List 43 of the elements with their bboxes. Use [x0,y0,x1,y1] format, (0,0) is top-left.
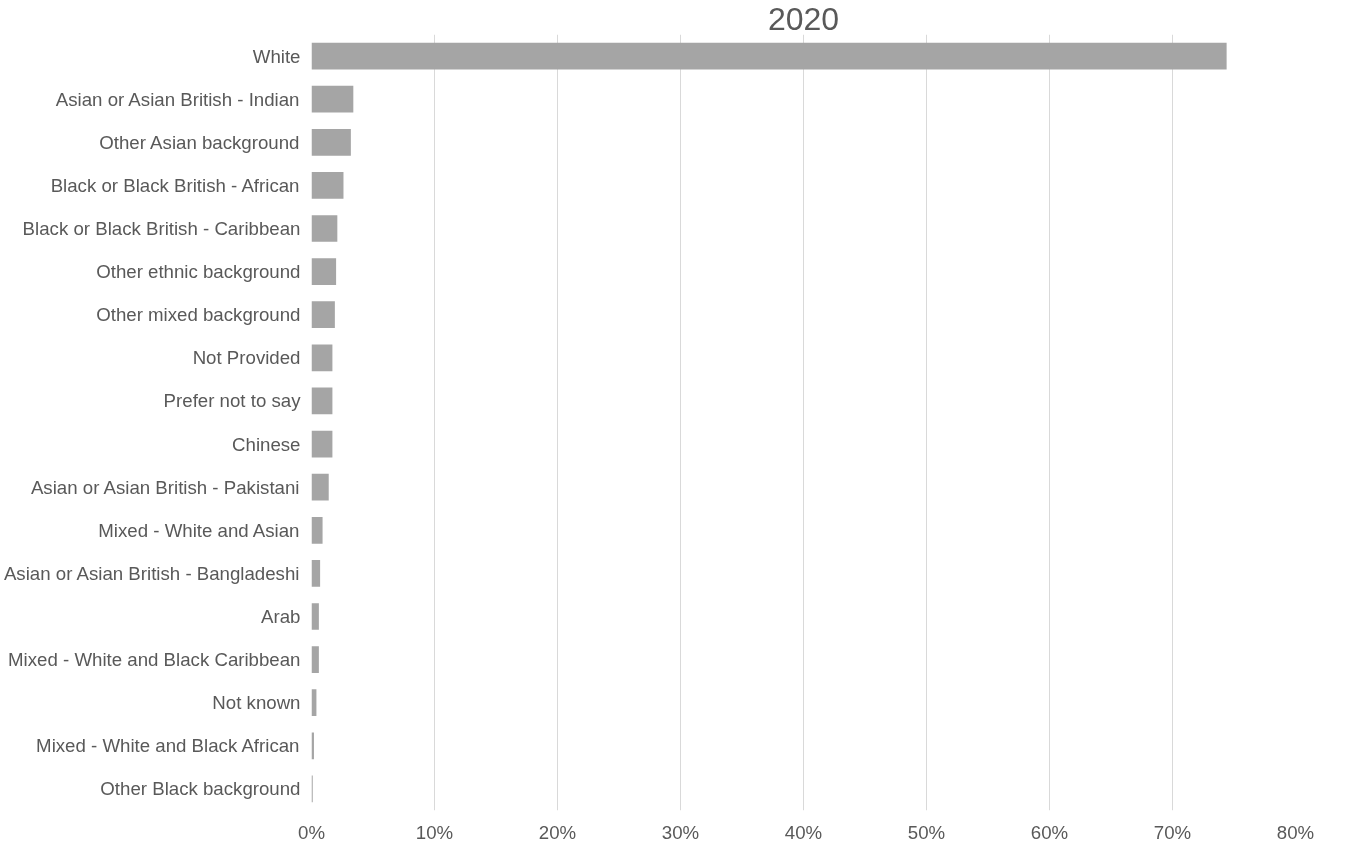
bar [311,85,354,113]
x-tick-label: 50% [907,821,946,843]
bar [311,128,351,156]
y-tick-label: Chinese [232,433,301,455]
y-tick-label: Asian or Asian British - Pakistani [30,476,300,498]
x-tick-label: 80% [1276,821,1315,843]
x-tick-label: 70% [1153,821,1192,843]
y-tick-label: Arab [261,606,301,627]
y-tick-label: Black or Black British - Caribbean [22,218,301,239]
bar [311,42,1227,70]
y-tick-label: Other Asian background [99,131,300,153]
y-tick-label: White [252,45,301,67]
y-tick-label: Not known [212,692,301,714]
bar [311,301,335,329]
bar [311,387,333,415]
x-tick-label: 0% [298,821,325,843]
bar [311,646,319,673]
bar [311,172,344,199]
bar [311,344,333,372]
y-tick-label: Black or Black British - African [50,174,300,196]
x-tick-label: 30% [661,821,700,843]
bar [311,473,329,501]
x-tick-label: 60% [1030,821,1069,843]
y-tick-label: Mixed - White and Black African [36,735,300,757]
y-tick-label: Asian or Asian British - Bangladeshi [3,562,300,584]
bar [311,215,338,242]
x-tick-label: 10% [415,821,454,843]
bar [311,516,323,544]
y-tick-label: Other mixed background [96,304,301,326]
bar [311,603,319,630]
y-tick-label: Other Black background [100,778,301,800]
y-tick-label: Mixed - White and Asian [98,519,300,541]
bar [311,430,333,458]
x-tick-label: 40% [784,821,823,843]
y-tick-label: Prefer not to say [163,390,302,412]
y-tick-label: Mixed - White and Black Caribbean [8,649,301,671]
chart-title: 2020 [767,0,840,37]
bar [311,258,337,285]
y-tick-label: Not Provided [192,347,301,369]
bar [311,560,321,587]
y-tick-label: Asian or Asian British - Indian [55,88,300,110]
y-tick-label: Other ethnic background [96,261,301,283]
x-tick-label: 20% [538,821,577,843]
